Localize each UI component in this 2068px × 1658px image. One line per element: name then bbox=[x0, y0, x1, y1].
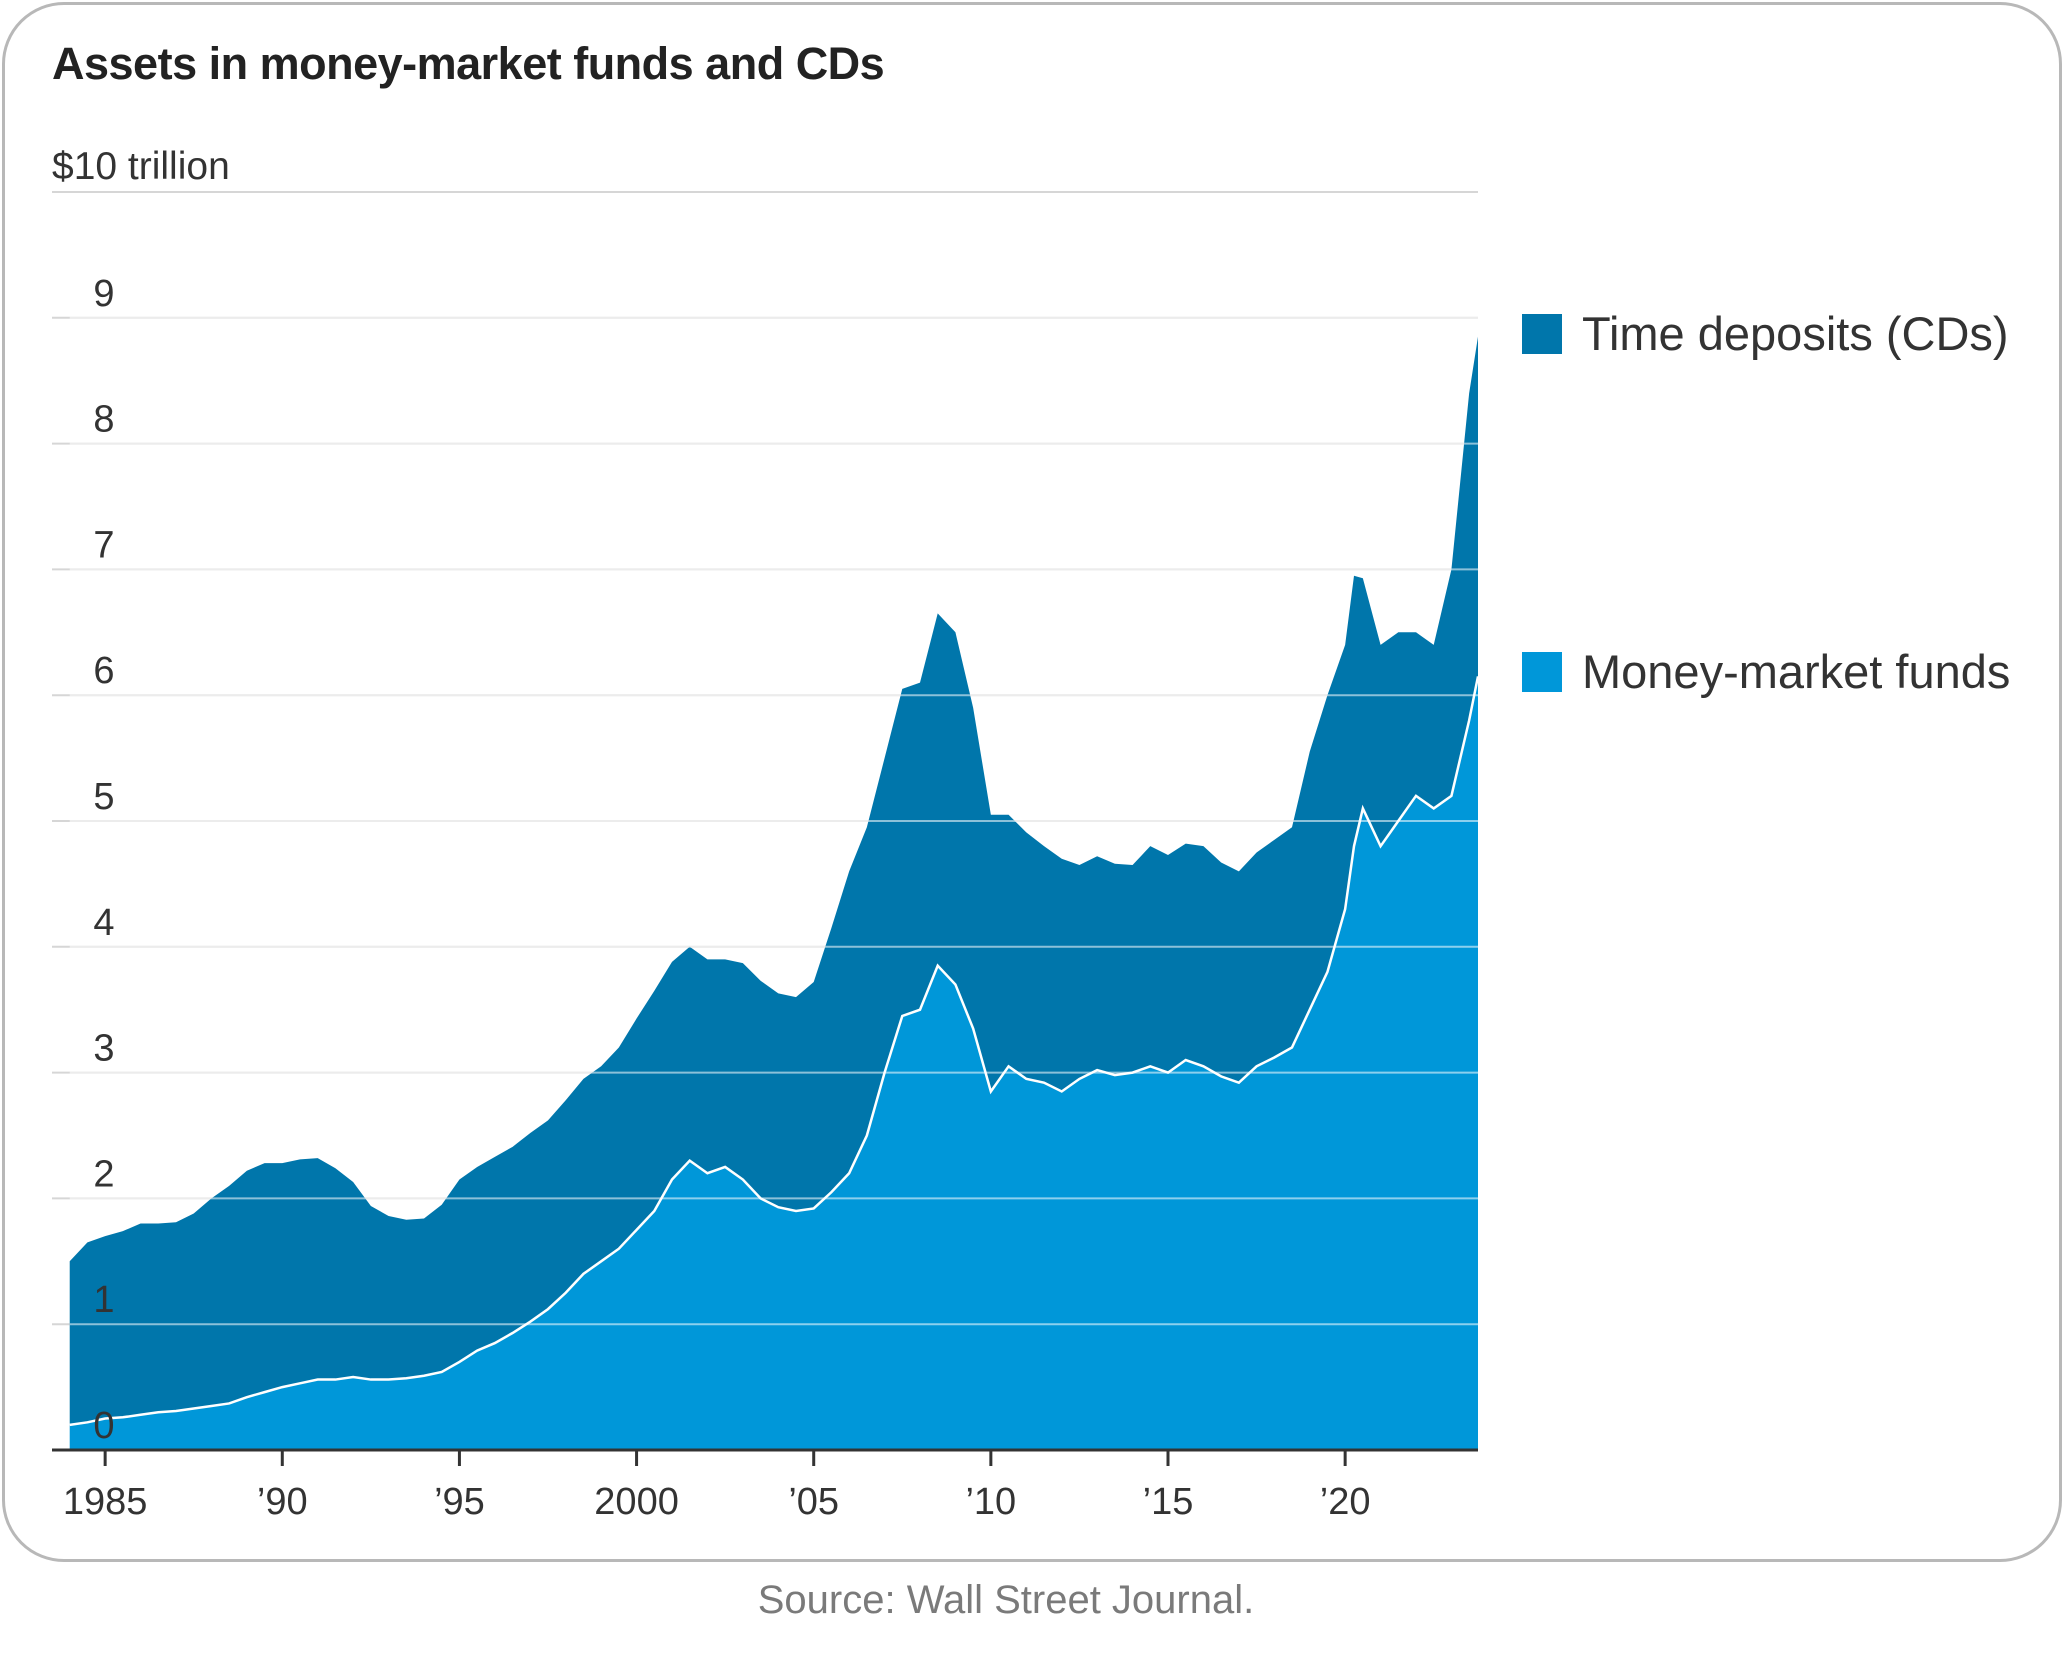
y-tick-label: 4 bbox=[93, 902, 114, 944]
legend-label-money-market: Money-market funds bbox=[1582, 645, 2011, 698]
y-tick-label: 3 bbox=[93, 1028, 114, 1070]
y-tick-label: 8 bbox=[93, 399, 114, 441]
y-tick-label: 7 bbox=[93, 524, 114, 566]
y-axis-unit-label: $10 trillion bbox=[52, 145, 230, 188]
x-tick-labels: 1985 ’90 ’95 2000 ’05 ’10 ’15 ’20 bbox=[63, 1481, 1371, 1523]
y-tick-label: 1 bbox=[93, 1279, 114, 1321]
x-tick-label: ’20 bbox=[1320, 1481, 1371, 1523]
y-tick-label: 0 bbox=[93, 1405, 114, 1447]
y-tick-label: 5 bbox=[93, 776, 114, 818]
area-money-market-funds bbox=[69, 676, 1479, 1450]
x-tick-label: 1985 bbox=[63, 1481, 148, 1523]
legend-item-money-market: Money-market funds bbox=[1522, 644, 2010, 699]
legend-label-cds: Time deposits (CDs) bbox=[1582, 307, 2009, 360]
y-tick-label: 2 bbox=[93, 1153, 114, 1195]
legend-swatch-money-market bbox=[1522, 651, 1562, 692]
x-tick-label: 2000 bbox=[594, 1481, 679, 1523]
legend-item-cds: Time deposits (CDs) bbox=[1522, 306, 2009, 361]
x-tick-label: ’15 bbox=[1143, 1481, 1194, 1523]
y-tick-label: 9 bbox=[93, 273, 114, 315]
y-tick-labels: 0 1 2 3 4 5 6 7 8 9 bbox=[93, 273, 114, 1447]
area-series bbox=[69, 316, 1480, 1450]
chart-plot: 0 1 2 3 4 5 6 7 8 9 1985 ’90 ’95 2000 ’05 ’10 ’15 ’20 bbox=[52, 191, 1480, 1523]
y-tick-label: 6 bbox=[93, 650, 114, 692]
x-tick-label: ’05 bbox=[788, 1481, 839, 1523]
source-note: Source: Wall Street Journal. bbox=[757, 1578, 1255, 1622]
area-time-deposits bbox=[69, 336, 1479, 1425]
axes bbox=[52, 1448, 1478, 1466]
x-tick-label: ’95 bbox=[434, 1481, 485, 1523]
legend-swatch-cds bbox=[1522, 313, 1562, 354]
chart-title: Assets in money-market funds and CDs bbox=[52, 38, 885, 89]
x-tick-label: ’90 bbox=[257, 1481, 308, 1523]
money-market-line bbox=[69, 676, 1480, 1427]
x-tick-label: ’10 bbox=[965, 1481, 1016, 1523]
